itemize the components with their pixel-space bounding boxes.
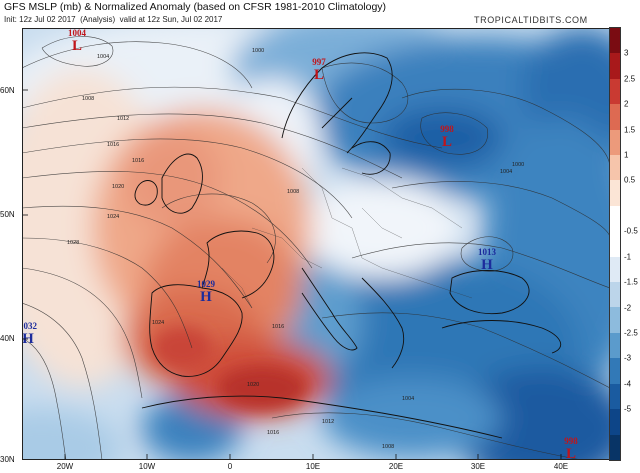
colorbar-swatch xyxy=(610,383,620,410)
colorbar-swatch xyxy=(610,155,620,181)
colorbar-swatch xyxy=(610,332,620,359)
center-value-2: 998 xyxy=(440,124,454,134)
isobar-label: 1020 xyxy=(112,184,124,190)
center-letter-2: L xyxy=(442,134,452,150)
colorbar-swatch xyxy=(610,205,620,232)
map-canvas: 1004 L 997 L 998 L 1013 H 1029 H 1032 H xyxy=(22,28,610,460)
isobar-label: 1012 xyxy=(322,419,334,425)
colorbar-swatch xyxy=(610,307,620,333)
lat-label-60n: 60N xyxy=(0,86,15,95)
lat-label-50n: 50N xyxy=(0,210,15,219)
isobar-label: 1016 xyxy=(107,142,119,148)
center-value-5: 1032 xyxy=(22,321,38,331)
center-value-4: 1029 xyxy=(197,279,216,289)
lon-label-40e: 40E xyxy=(553,462,569,471)
anomaly-field xyxy=(22,28,610,460)
lon-label-10w: 10W xyxy=(138,462,156,471)
colorbar-swatch xyxy=(610,78,620,105)
colorbar-tick-label: -4 xyxy=(624,379,632,389)
isobar-label: 1024 xyxy=(152,320,164,326)
colorbar-tick-label: 2.5 xyxy=(624,74,636,84)
isobar-label: 1020 xyxy=(247,382,259,388)
country-borders xyxy=(221,167,473,309)
isobar-label: 1000 xyxy=(252,48,264,54)
colorbar-tick-label: 0.5 xyxy=(624,175,636,185)
colorbar-swatch xyxy=(610,434,620,460)
colorbar-swatch xyxy=(610,282,620,308)
colorbar-tick-label: -2.5 xyxy=(624,328,638,338)
center-value-3: 1013 xyxy=(478,247,497,257)
isobar-label: 1004 xyxy=(97,54,109,60)
lat-label-40n: 40N xyxy=(0,334,15,343)
colorbar-tick-label: -2 xyxy=(624,303,632,313)
isobar-label: 1016 xyxy=(132,158,144,164)
colorbar-tick-label: -1 xyxy=(624,252,632,262)
center-value-0: 1004 xyxy=(68,28,87,38)
init-label: Init: 12z Jul 02 2017 xyxy=(4,15,76,24)
colorbar-tick-label: -0.5 xyxy=(624,226,638,236)
colorbar-swatch xyxy=(610,180,620,206)
isobar-lines xyxy=(22,36,610,460)
colorbar-tick-label: -1.5 xyxy=(624,277,638,287)
map-title: GFS MSLP (mb) & Normalized Anomaly (base… xyxy=(4,1,387,13)
isobar-label: 1012 xyxy=(117,116,129,122)
isobar-label: 1024 xyxy=(107,214,119,220)
isobar-label: 1016 xyxy=(267,430,279,436)
colorbar-tick-label: -3 xyxy=(624,353,632,363)
isobar-label: 1008 xyxy=(287,189,299,195)
lon-label-10e: 10E xyxy=(305,462,321,471)
valid-label: valid at 12z Sun, Jul 02 2017 xyxy=(119,15,223,24)
center-letter-1: L xyxy=(314,67,324,83)
colorbar-tick-label: 1.5 xyxy=(624,125,636,135)
colorbar xyxy=(609,27,621,461)
coastlines xyxy=(134,52,562,439)
colorbar-swatch xyxy=(610,256,620,283)
colorbar-tick-label: -5 xyxy=(624,404,632,414)
anomaly-map: 1004 L 997 L 998 L 1013 H 1029 H 1032 H xyxy=(22,28,610,460)
lat-label-30n: 30N xyxy=(0,455,15,464)
lon-label-20w: 20W xyxy=(56,462,74,471)
isobar-label: 1004 xyxy=(402,396,414,402)
center-value-1: 997 xyxy=(312,57,326,67)
isobar-label: 1008 xyxy=(382,444,394,450)
colorbar-swatch xyxy=(610,231,620,257)
map-subtitle: Init: 12z Jul 02 2017 (Analysis) valid a… xyxy=(4,15,222,24)
colorbar-tick-label: 3 xyxy=(624,48,629,58)
isobar-labels: 1000 1004 1008 1012 1016 1016 1020 1024 … xyxy=(67,48,524,450)
center-letter-5: H xyxy=(22,331,34,347)
center-letter-6: L xyxy=(566,446,576,460)
lon-label-30e: 30E xyxy=(470,462,486,471)
analysis-label: (Analysis) xyxy=(80,15,116,24)
center-letter-4: H xyxy=(200,289,212,305)
isobar-label: 1004 xyxy=(500,169,512,175)
colorbar-swatch xyxy=(610,104,620,130)
colorbar-swatch xyxy=(610,409,620,435)
lon-label-0: 0 xyxy=(227,462,233,471)
brand-watermark: TROPICALTIDBITS.COM xyxy=(474,15,588,25)
lon-label-20e: 20E xyxy=(388,462,404,471)
colorbar-swatch xyxy=(610,358,620,384)
map-frame xyxy=(22,28,610,460)
colorbar-tick-label: 2 xyxy=(624,99,629,109)
center-letter-3: H xyxy=(481,257,493,273)
colorbar-swatch xyxy=(610,53,620,79)
isobar-label: 1008 xyxy=(82,96,94,102)
colorbar-swatch xyxy=(610,129,620,156)
isobar-label: 1028 xyxy=(67,240,79,246)
center-letter-0: L xyxy=(72,38,82,54)
pressure-centers: 1004 L 997 L 998 L 1013 H 1029 H 1032 H xyxy=(22,28,578,460)
isobar-label: 1016 xyxy=(272,324,284,330)
colorbar-tick-label: 1 xyxy=(624,150,629,160)
colorbar-swatch xyxy=(610,28,620,54)
isobar-label: 1000 xyxy=(512,162,524,168)
center-value-6: 998 xyxy=(564,436,578,446)
